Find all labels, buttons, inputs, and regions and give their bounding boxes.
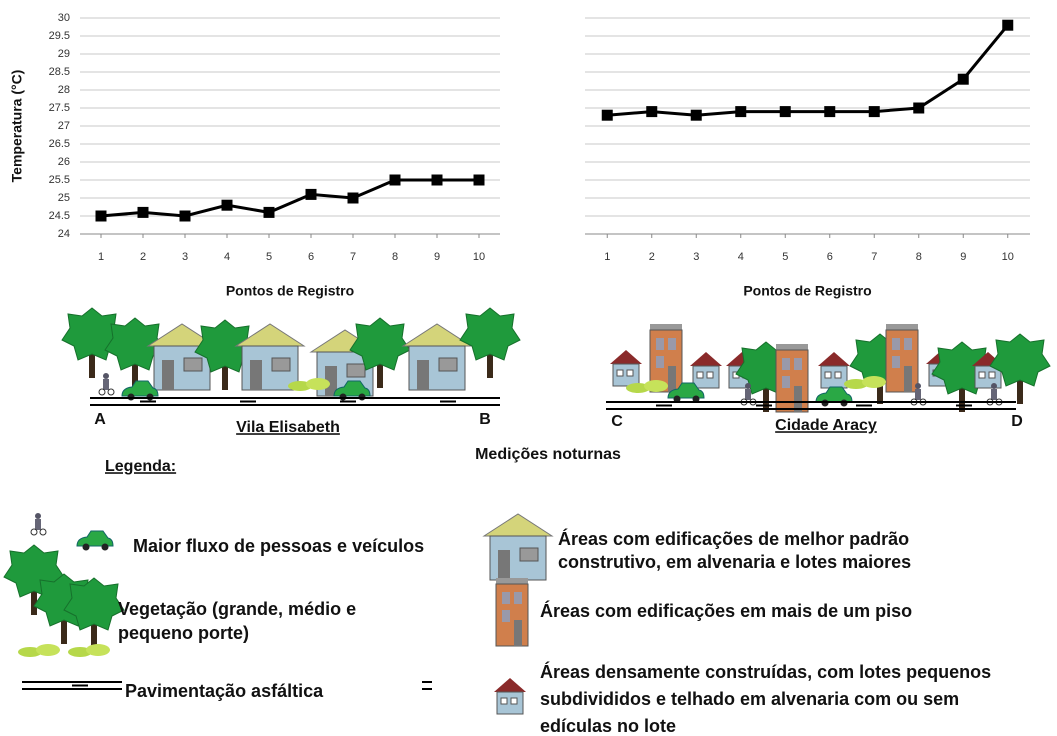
x-tick-label: 10: [1002, 251, 1014, 263]
x-tick-label: 5: [266, 251, 272, 263]
y-tick-label: 27.5: [49, 102, 70, 114]
scene-left: [61, 307, 521, 406]
x-tick-label: 8: [916, 251, 922, 263]
x-tick-label: 3: [182, 251, 188, 263]
x-tick-label: 7: [871, 251, 877, 263]
x-tick-label: 4: [738, 251, 744, 263]
y-tick-label: 28: [58, 84, 70, 96]
legend-text: Pavimentação asfáltica: [125, 681, 324, 701]
y-tick-label: 25.5: [49, 174, 70, 186]
marker: [221, 199, 233, 211]
x-tick-label: 4: [224, 251, 230, 263]
y-tick-label: 26: [58, 156, 70, 168]
x-tick-label: 1: [604, 251, 610, 263]
marker: [473, 174, 485, 186]
marker: [779, 106, 791, 118]
x-axis-label: Pontos de Registro: [743, 283, 871, 299]
marker: [913, 102, 925, 114]
chart: 1 2 3 4 5 6 7 8 9 10 Pontos de Registro: [585, 17, 1030, 299]
marker: [305, 188, 317, 200]
marker: [868, 106, 880, 118]
x-axis-label: Pontos de Registro: [226, 283, 354, 299]
x-tick-label: 3: [693, 251, 699, 263]
marker: [824, 106, 836, 118]
legend-text: Áreas densamente construídas, com lotes …: [540, 661, 991, 682]
y-tick-label: 30: [58, 12, 70, 24]
marker: [601, 109, 613, 121]
scene-right: [605, 323, 1051, 413]
x-tick-label: 6: [308, 251, 314, 263]
marker: [690, 109, 702, 121]
point-label: A: [94, 411, 106, 428]
x-tick-label: 7: [350, 251, 356, 263]
legend-text: construtivo, em alvenaria e lotes maiore…: [558, 552, 911, 572]
marker: [1002, 19, 1014, 31]
y-axis-label: Temperatura (°C): [9, 70, 25, 183]
area-name: Cidade Aracy: [775, 417, 877, 434]
legend-text: Áreas com edificações de melhor padrão: [558, 528, 909, 549]
marker: [389, 174, 401, 186]
y-tick-label: 25: [58, 192, 70, 204]
marker: [263, 206, 275, 218]
legend-text: Áreas com edificações em mais de um piso: [540, 600, 912, 621]
y-tick-label: 24: [58, 228, 70, 240]
y-tick-label: 29.5: [49, 30, 70, 42]
legend-text: Maior fluxo de pessoas e veículos: [133, 536, 424, 556]
legend: Maior fluxo de pessoas e veículos Vegetaç…: [118, 528, 991, 736]
y-tick-label: 26.5: [49, 138, 70, 150]
x-tick-label: 10: [473, 251, 485, 263]
x-tick-label: 2: [140, 251, 146, 263]
legend-text: edículas no lote: [540, 716, 676, 736]
y-tick-label: 29: [58, 48, 70, 60]
marker: [347, 192, 359, 204]
x-tick-label: 5: [782, 251, 788, 263]
marker: [137, 206, 149, 218]
legend-title: Legenda:: [105, 458, 176, 475]
marker: [179, 210, 191, 222]
area-name: Vila Elisabeth: [236, 419, 340, 436]
x-tick-label: 9: [960, 251, 966, 263]
y-tick-label: 24.5: [49, 210, 70, 222]
point-label: B: [479, 411, 491, 428]
line: [607, 24, 1009, 117]
legend-text: pequeno porte): [118, 623, 249, 643]
marker: [735, 106, 747, 118]
marker: [95, 210, 107, 222]
caption: Medições noturnas: [475, 446, 621, 463]
y-tick-label: 28.5: [49, 66, 70, 78]
point-label: D: [1011, 413, 1023, 430]
legend-text: subdivididos e telhado em alvenaria com …: [540, 689, 959, 709]
line: [100, 178, 479, 218]
point-label: C: [611, 413, 623, 430]
marker: [431, 174, 443, 186]
x-tick-label: 8: [392, 251, 398, 263]
road-mask: [122, 670, 422, 700]
x-tick-label: 6: [827, 251, 833, 263]
x-tick-label: 9: [434, 251, 440, 263]
marker: [957, 73, 969, 85]
y-tick-label: 27: [58, 120, 70, 132]
marker: [646, 106, 658, 118]
legend-text: Vegetação (grande, médio e: [118, 599, 356, 619]
x-tick-label: 1: [98, 251, 104, 263]
x-tick-label: 2: [649, 251, 655, 263]
